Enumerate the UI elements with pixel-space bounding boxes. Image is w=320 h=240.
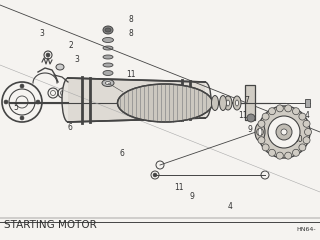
Text: 8: 8 <box>129 15 133 24</box>
Circle shape <box>299 113 306 120</box>
Ellipse shape <box>105 28 111 32</box>
Ellipse shape <box>220 96 227 110</box>
Circle shape <box>285 152 292 159</box>
Circle shape <box>268 149 276 156</box>
Circle shape <box>36 100 40 104</box>
Text: 6: 6 <box>119 149 124 158</box>
Circle shape <box>276 124 292 140</box>
Text: 9: 9 <box>189 192 195 201</box>
Ellipse shape <box>117 84 212 122</box>
Text: 6: 6 <box>68 123 73 132</box>
Ellipse shape <box>102 79 114 86</box>
Text: 2: 2 <box>68 41 73 50</box>
Circle shape <box>276 152 283 159</box>
Circle shape <box>153 173 157 177</box>
Circle shape <box>258 106 310 158</box>
Ellipse shape <box>62 78 74 122</box>
Text: 11: 11 <box>238 111 248 120</box>
Text: 10: 10 <box>293 135 302 144</box>
Circle shape <box>268 116 300 148</box>
Ellipse shape <box>56 64 64 70</box>
Text: 4: 4 <box>228 202 233 211</box>
Polygon shape <box>245 85 255 120</box>
Circle shape <box>281 129 287 135</box>
Ellipse shape <box>236 100 238 106</box>
Text: 3: 3 <box>74 55 79 65</box>
Circle shape <box>258 137 265 144</box>
Ellipse shape <box>103 71 113 76</box>
Ellipse shape <box>106 82 110 84</box>
Ellipse shape <box>103 26 113 34</box>
Ellipse shape <box>103 46 113 50</box>
Circle shape <box>262 113 269 120</box>
Circle shape <box>299 144 306 151</box>
Ellipse shape <box>255 123 265 141</box>
Circle shape <box>20 84 24 88</box>
Ellipse shape <box>224 96 232 110</box>
Polygon shape <box>305 99 310 107</box>
Text: 11: 11 <box>126 70 136 79</box>
Text: 4: 4 <box>305 111 310 120</box>
Text: HN64-: HN64- <box>296 227 316 232</box>
Circle shape <box>292 149 300 156</box>
Circle shape <box>303 137 310 144</box>
Circle shape <box>268 108 276 115</box>
Circle shape <box>285 105 292 112</box>
Circle shape <box>262 144 269 151</box>
Circle shape <box>257 128 263 136</box>
Circle shape <box>4 100 8 104</box>
Circle shape <box>46 53 50 57</box>
Circle shape <box>303 120 310 127</box>
Circle shape <box>305 128 311 136</box>
Ellipse shape <box>233 96 241 110</box>
Text: 7: 7 <box>244 96 249 105</box>
Circle shape <box>20 116 24 120</box>
Circle shape <box>258 120 265 127</box>
Ellipse shape <box>199 82 211 118</box>
Ellipse shape <box>103 55 113 59</box>
Circle shape <box>276 105 283 112</box>
Circle shape <box>292 108 300 115</box>
Text: STARTING MOTOR: STARTING MOTOR <box>4 220 97 230</box>
Ellipse shape <box>258 128 262 136</box>
Text: 9: 9 <box>247 125 252 134</box>
Ellipse shape <box>212 96 219 110</box>
Polygon shape <box>68 78 205 122</box>
Circle shape <box>247 114 255 122</box>
Text: 3: 3 <box>39 29 44 38</box>
Text: 11: 11 <box>174 183 184 192</box>
Text: 5: 5 <box>13 103 19 113</box>
Ellipse shape <box>102 37 114 42</box>
Ellipse shape <box>103 63 113 67</box>
Text: 8: 8 <box>129 29 133 38</box>
Ellipse shape <box>227 100 229 106</box>
